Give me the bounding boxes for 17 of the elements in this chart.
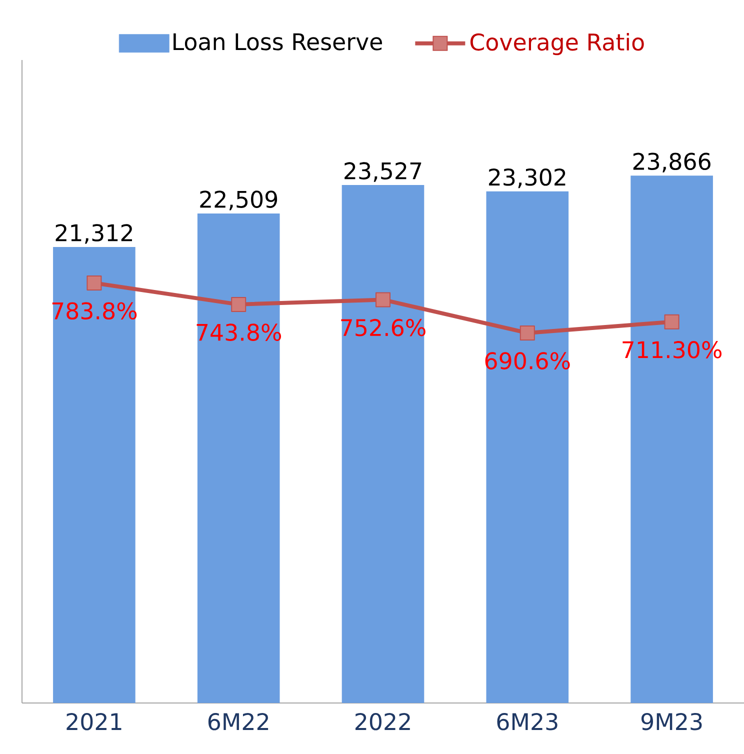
point: [375, 292, 390, 308]
data-label: 21,312: [56, 224, 132, 244]
x-tick-label: 6M23: [497, 712, 558, 730]
x-tick-label: 6M22: [208, 712, 268, 730]
x-tick-label: 9M23: [641, 712, 702, 730]
point: [86, 276, 102, 291]
x-tick-label: 2021: [66, 712, 121, 730]
data-label: 23,527: [344, 162, 421, 182]
data-label: 23,866: [633, 152, 710, 172]
legend-label: Coverage Ratio: [470, 32, 644, 56]
data-label: 23,302: [488, 168, 565, 188]
data-label: 22,509: [200, 190, 277, 210]
legend-label: Loan Loss Reserve: [173, 33, 382, 50]
x-tick-label: 2022: [355, 712, 410, 730]
point: [230, 296, 246, 312]
point: [520, 325, 535, 340]
point: [664, 314, 680, 330]
